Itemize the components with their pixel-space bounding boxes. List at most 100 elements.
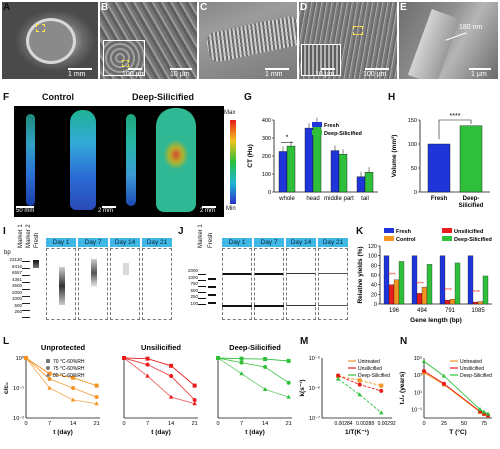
gel-j: Marker 1 Fresh 2000 1000 750 500 250 100 Day … <box>176 224 352 324</box>
chart-h-ylabel: Volume (mm³) <box>391 135 398 178</box>
chart-g-ytick-label: 0 <box>268 190 271 196</box>
scale-bar-b-left <box>128 68 142 70</box>
chart-n-point <box>481 409 487 414</box>
gel-i-bp-label: 6557 <box>11 270 22 275</box>
chart-m-line <box>338 375 382 387</box>
chart-m-xtick-label: 0.00288 <box>356 421 374 427</box>
gel-j-day21-box <box>318 248 348 320</box>
chart-L1-point <box>23 355 29 360</box>
panel-label-k: K <box>356 226 364 237</box>
gel-i-bp-labels: 23130 9416 6557 4361 3500 2000 1000 500 250 <box>2 257 22 317</box>
gel-i-day1-tab: Day 1 <box>46 238 76 247</box>
sem-image-a: 1 mm <box>2 2 98 79</box>
chart-L2-point <box>192 383 197 388</box>
chart-k-legend-swatch <box>442 236 452 241</box>
bar-g-deep-silicified <box>338 154 348 193</box>
chart-n-legend-label: Unsilicified <box>460 366 484 372</box>
bar-k-control <box>477 301 484 305</box>
chart-k-legend-label: Deep-Silicified <box>454 237 492 243</box>
gel-i-bp-label: 23130 <box>9 257 22 262</box>
bar-g-fresh <box>278 151 288 193</box>
chart-m-legend-label: Unsilicified <box>358 366 382 372</box>
panel-label-c: C <box>200 2 208 13</box>
panel-label-e: E <box>400 2 407 13</box>
chart-k-sig: **** <box>472 290 480 296</box>
chart-L1-xtick-label: 7 <box>48 421 51 427</box>
chart-m-point <box>335 376 341 381</box>
chart-g-legend-label: Deep-Silicified <box>324 131 362 137</box>
chart-m-ytick-label: 10⁻⁵ <box>309 355 320 362</box>
scale-bar-d-left <box>321 68 335 70</box>
panel-label-i: I <box>3 226 6 237</box>
chart-m-xtick-label: 0.00284 <box>334 421 352 427</box>
chart-m-xlabel: 1/T(K⁻¹) <box>345 429 369 436</box>
chart-L1-ytick-label: 10⁻¹ <box>13 386 24 392</box>
chart-L3-point <box>286 394 291 399</box>
gel-i-day7-tab: Day 7 <box>78 238 108 247</box>
gel-j-bp-label: 500 <box>190 287 198 293</box>
gel-j-bp-label: 2000 <box>187 268 198 273</box>
scale-label-e: 1 µm <box>471 71 487 78</box>
chart-h-ytick-label: 150 <box>408 118 417 124</box>
chart-g-sig: * <box>286 135 289 142</box>
gel-i-bp-label: 4361 <box>11 276 22 282</box>
bar-k-unsilicified <box>416 293 423 305</box>
chart-l-legend-label: 80 °C-60%RH <box>53 373 85 379</box>
sem-image-b: 100 µm 10 µm <box>100 2 197 79</box>
scale-bar-a <box>68 68 92 70</box>
bar-k-unsilicified <box>472 301 479 305</box>
chart-k-legend-label: Control <box>396 237 416 243</box>
chart-m-point <box>379 410 384 415</box>
chart-n-xtick-label: 75 <box>481 421 487 427</box>
chart-L2-xlabel: t (day) <box>151 429 171 436</box>
scale-bar-f-right <box>202 206 216 208</box>
chart-g-legend-swatch <box>312 130 322 135</box>
panel-label-n: N <box>400 336 408 347</box>
chart-k-xtick-label: 791 <box>445 308 456 314</box>
chart-k-xtick-label: 494 <box>417 308 428 314</box>
chart-L1-title: Unprotected <box>41 343 86 352</box>
sem-image-e: 180 nm 1 µm <box>399 2 498 79</box>
chart-L3-xtick-label: 0 <box>216 421 219 427</box>
chart-L3-point <box>262 386 268 391</box>
colorbar-min: Min <box>226 206 236 212</box>
chart-h-xtick-label: Fresh <box>431 196 448 202</box>
chart-n-xtick-label: 50 <box>461 421 467 427</box>
chart-k: 0 20 40 60 80 100 120 Relative yields (%) Gene l… <box>357 228 492 324</box>
zoom-region-a <box>36 24 45 32</box>
chart-m-point <box>357 382 362 387</box>
chart-L3-xtick-label: 7 <box>240 421 243 427</box>
chart-k-legend-swatch <box>384 236 394 241</box>
chart-L1-point <box>47 371 52 376</box>
scale-label-a: 1 mm <box>68 71 86 78</box>
chart-k-legend-swatch <box>442 228 452 233</box>
gel-i-bp-label: 2000 <box>11 289 22 295</box>
chart-h-ytick-label: 50 <box>411 166 417 172</box>
chart-m-point <box>357 378 362 383</box>
sem-image-d: 10 µm 100 µm <box>299 2 397 79</box>
gel-j-fresh: Fresh <box>208 232 214 248</box>
chart-L3-line <box>217 357 289 362</box>
chart-n-legend-label: Deep-Silicified <box>460 373 492 379</box>
ct-worm-deep-full <box>126 114 136 206</box>
gel-j-bp-label: 1000 <box>187 274 198 280</box>
zoom-region-d <box>353 26 363 35</box>
chart-h-xtick-label: Deep- <box>463 196 480 202</box>
chart-n-point <box>485 411 491 416</box>
chart-L3-point <box>286 358 291 363</box>
chart-L1-point <box>94 395 99 400</box>
chart-m-ytick-label: 10⁻⁶ <box>309 385 320 392</box>
chart-L3-xtick-label: 14 <box>262 421 268 427</box>
chart-L3-point <box>215 355 221 360</box>
bar-h-fresh <box>427 143 451 193</box>
sem-inset-b <box>103 40 145 76</box>
bar-k-fresh <box>467 255 474 305</box>
chart-L2-point <box>145 362 150 367</box>
chart-h-sig: **** <box>450 113 461 120</box>
chart-g-ytick-label: 200 <box>262 154 271 160</box>
chart-n-point <box>442 381 446 386</box>
scale-bar-b-right <box>170 68 192 70</box>
scale-label-c: 1 mm <box>265 71 283 78</box>
bar-k-fresh <box>411 255 418 305</box>
gel-j-lane-fresh <box>208 272 216 304</box>
